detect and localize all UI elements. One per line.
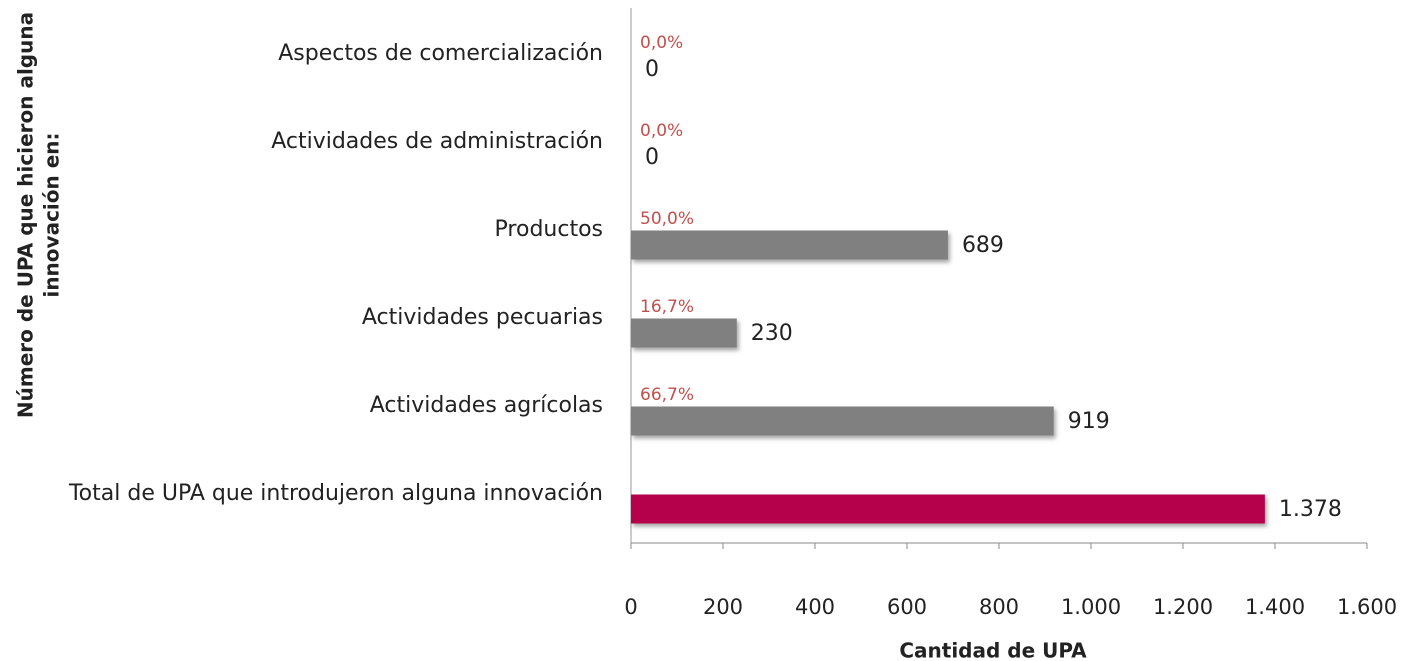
- x-tick-label: 800: [979, 595, 1019, 619]
- x-tick-label: 600: [887, 595, 927, 619]
- value-label: 0: [645, 57, 659, 82]
- y-axis-title-line: innovación en:: [40, 132, 64, 297]
- x-tick-label: 200: [703, 595, 743, 619]
- percent-label: 0,0%: [640, 33, 683, 53]
- bar: [631, 494, 1265, 524]
- percent-label: 66,7%: [640, 385, 694, 405]
- x-tick-label: 1.000: [1061, 595, 1121, 619]
- x-tick-label: 1.400: [1245, 595, 1305, 619]
- category-label: Actividades de administración: [271, 129, 603, 154]
- bar: [631, 318, 737, 348]
- percent-label: 0,0%: [640, 121, 683, 141]
- value-label: 689: [962, 233, 1004, 258]
- category-label: Actividades pecuarias: [362, 305, 603, 330]
- x-tick-label: 1.600: [1337, 595, 1397, 619]
- percent-label: 16,7%: [640, 297, 694, 317]
- bar: [631, 406, 1054, 436]
- category-label: Actividades agrícolas: [370, 393, 603, 418]
- y-axis-title: Número de UPA que hicieron alguna innova…: [14, 12, 64, 418]
- category-label: Total de UPA que introdujeron alguna inn…: [68, 481, 603, 506]
- value-label: 230: [751, 321, 793, 346]
- x-tick-label: 400: [795, 595, 835, 619]
- value-label: 919: [1068, 409, 1110, 434]
- x-tick-label: 0: [624, 595, 637, 619]
- percent-label: 50,0%: [640, 209, 694, 229]
- y-axis-title-line: Número de UPA que hicieron alguna: [14, 12, 38, 418]
- category-label: Productos: [495, 217, 603, 242]
- category-label: Aspectos de comercialización: [278, 41, 603, 66]
- value-label: 0: [645, 145, 659, 170]
- bar: [631, 230, 948, 260]
- x-axis-title: Cantidad de UPA: [899, 639, 1087, 661]
- x-tick-label: 1.200: [1153, 595, 1213, 619]
- value-label: 1.378: [1279, 497, 1342, 522]
